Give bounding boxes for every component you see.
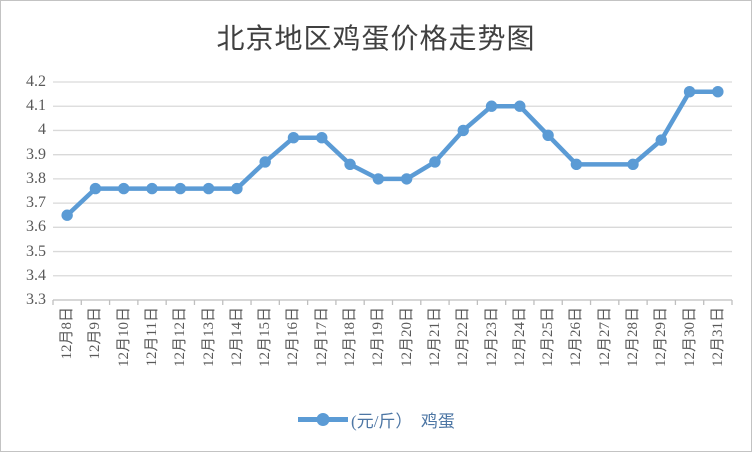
x-tick-label: 12月10日 <box>115 307 132 368</box>
data-point-marker <box>429 156 441 168</box>
x-tick-label: 12月26日 <box>568 307 585 368</box>
x-tick-label: 12月22日 <box>455 307 472 368</box>
y-tick-label: 3.9 <box>26 145 46 163</box>
data-point-marker <box>231 182 243 195</box>
data-point-marker <box>372 173 385 185</box>
y-tick-label: 3.7 <box>26 194 46 212</box>
x-tick-label: 12月8日 <box>59 307 76 360</box>
x-tick-label: 12月20日 <box>398 307 415 368</box>
y-tick-label: 3.4 <box>26 266 46 284</box>
data-point-marker <box>202 182 215 195</box>
x-tick-label: 12月21日 <box>426 307 443 368</box>
x-tick-label: 12月23日 <box>483 307 500 368</box>
data-point-marker <box>89 182 102 195</box>
x-tick-label: 12月25日 <box>540 307 557 368</box>
x-tick-label: 12月13日 <box>200 307 217 368</box>
y-tick-label: 4.2 <box>26 73 46 90</box>
legend-label: (元/斤） 鸡蛋 <box>351 412 455 431</box>
y-tick-label: 3.8 <box>26 169 46 187</box>
y-tick-label: 3.6 <box>26 218 46 236</box>
data-point-marker <box>655 134 667 146</box>
chart-title: 北京地区鸡蛋价格走势图 <box>216 24 536 55</box>
data-point-marker <box>457 124 469 137</box>
data-point-marker <box>61 209 73 221</box>
x-tick-label: 12月30日 <box>681 307 698 368</box>
chart-legend: (元/斤） 鸡蛋 <box>1 407 751 432</box>
data-point-marker <box>344 158 356 171</box>
x-tick-label: 12月27日 <box>596 307 613 368</box>
data-point-marker <box>316 132 328 144</box>
x-tick-label: 12月19日 <box>370 307 387 368</box>
data-point-marker <box>542 129 554 141</box>
x-tick-label: 12月14日 <box>228 307 245 368</box>
y-tick-label: 4.1 <box>26 97 46 115</box>
y-tick-label: 3.3 <box>26 291 46 308</box>
data-point-marker <box>259 156 271 168</box>
x-tick-label: 12月29日 <box>653 307 670 368</box>
legend-line-marker-icon <box>298 413 349 426</box>
data-point-marker <box>287 132 300 144</box>
data-point-marker <box>485 100 498 112</box>
price-line <box>64 89 721 218</box>
x-tick-label: 12月24日 <box>511 307 528 368</box>
data-point-marker <box>174 182 187 195</box>
data-point-marker <box>683 85 696 98</box>
x-tick-label: 12月9日 <box>87 307 104 360</box>
data-point-marker <box>146 182 158 195</box>
x-tick-label: 12月15日 <box>257 307 274 368</box>
x-tick-label: 12月18日 <box>342 307 359 368</box>
y-tick-label: 3.5 <box>26 242 46 260</box>
x-tick-label: 12月16日 <box>285 307 302 368</box>
data-point-marker <box>514 100 526 112</box>
data-point-marker <box>712 85 724 98</box>
y-tick-label: 4 <box>38 121 46 139</box>
data-point-marker <box>118 182 130 195</box>
x-tick-label: 12月12日 <box>172 307 189 368</box>
data-point-marker <box>570 158 583 171</box>
x-tick-label: 12月28日 <box>624 307 641 368</box>
x-tick-label: 12月31日 <box>709 307 726 368</box>
data-point-marker <box>400 173 413 185</box>
x-tick-label: 12月17日 <box>313 307 330 368</box>
data-point-marker <box>627 158 639 171</box>
x-tick-label: 12月11日 <box>144 307 161 367</box>
